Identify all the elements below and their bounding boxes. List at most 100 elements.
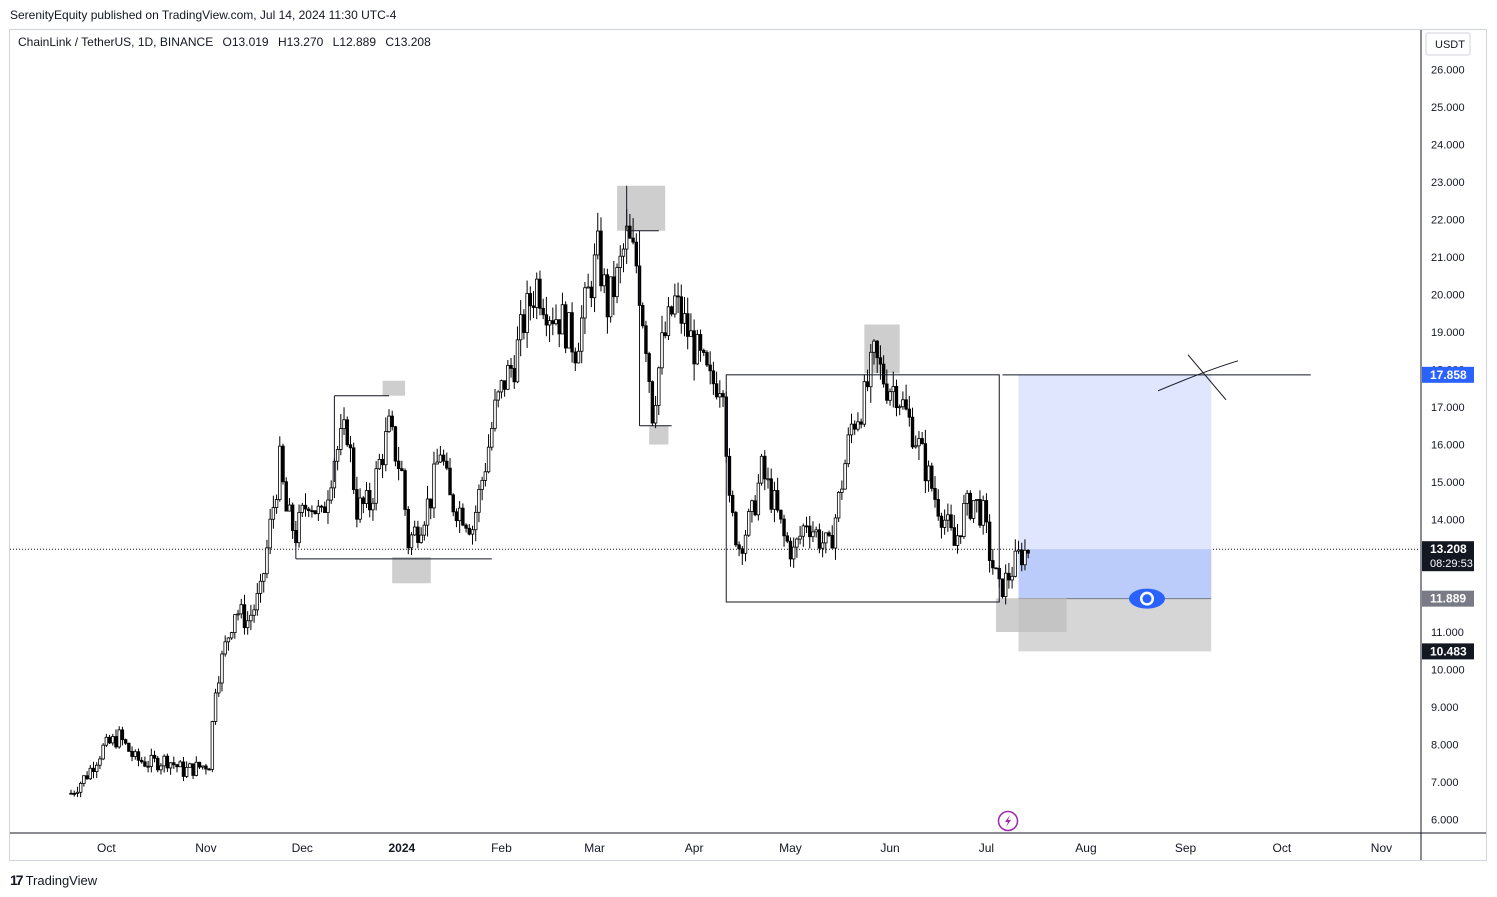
candle[interactable] xyxy=(432,451,436,519)
candle[interactable] xyxy=(631,218,635,245)
candle[interactable] xyxy=(666,296,671,341)
candle[interactable] xyxy=(756,474,761,521)
candle[interactable] xyxy=(1013,539,1018,578)
candle[interactable] xyxy=(396,446,401,481)
tradingview-logo[interactable]: 17 TradingView xyxy=(10,872,97,888)
candle[interactable] xyxy=(1003,564,1008,605)
candle[interactable] xyxy=(878,345,883,380)
candle[interactable] xyxy=(451,493,455,517)
candle[interactable] xyxy=(223,635,227,657)
candle[interactable] xyxy=(515,326,520,384)
candle[interactable] xyxy=(229,631,234,640)
symbol-legend[interactable]: ChainLink / TetherUS, 1D, BINANCE O13.01… xyxy=(18,35,437,49)
candle[interactable] xyxy=(689,313,693,337)
candle[interactable] xyxy=(345,416,349,447)
candle[interactable] xyxy=(946,503,950,532)
candle[interactable] xyxy=(361,496,366,514)
candle[interactable] xyxy=(422,521,427,541)
candle[interactable] xyxy=(991,549,995,575)
candle[interactable] xyxy=(470,525,475,545)
candle[interactable] xyxy=(281,443,285,485)
candle[interactable] xyxy=(618,245,622,284)
candle[interactable] xyxy=(184,761,189,778)
candle[interactable] xyxy=(843,459,847,490)
candle[interactable] xyxy=(975,499,979,513)
candle[interactable] xyxy=(872,339,876,365)
candle[interactable] xyxy=(213,688,218,725)
candle[interactable] xyxy=(711,361,716,395)
candle[interactable] xyxy=(348,435,353,463)
candle[interactable] xyxy=(772,481,777,523)
candle[interactable] xyxy=(217,676,221,697)
candle[interactable] xyxy=(538,270,542,316)
candle[interactable] xyxy=(583,282,587,335)
candle[interactable] xyxy=(544,296,549,337)
candle[interactable] xyxy=(939,512,944,539)
candle[interactable] xyxy=(576,342,581,364)
candle[interactable] xyxy=(833,514,838,560)
candle[interactable] xyxy=(673,283,677,318)
candle[interactable] xyxy=(316,500,321,522)
candle[interactable] xyxy=(962,494,966,539)
candle[interactable] xyxy=(351,442,356,495)
candle[interactable] xyxy=(245,611,250,635)
candle[interactable] xyxy=(252,604,256,623)
candle[interactable] xyxy=(669,305,674,317)
candle[interactable] xyxy=(522,309,526,340)
candle[interactable] xyxy=(168,762,173,775)
candle[interactable] xyxy=(175,763,179,773)
candle[interactable] xyxy=(965,490,969,516)
candle[interactable] xyxy=(698,329,703,362)
candle[interactable] xyxy=(438,445,443,463)
candle[interactable] xyxy=(496,390,500,408)
candle[interactable] xyxy=(313,510,317,515)
candle[interactable] xyxy=(368,482,372,518)
candle[interactable] xyxy=(580,305,584,364)
lightning-icon[interactable] xyxy=(997,810,1019,832)
candle[interactable] xyxy=(608,276,613,323)
candle[interactable] xyxy=(779,509,783,524)
candle[interactable] xyxy=(425,485,430,537)
candle[interactable] xyxy=(888,388,892,406)
candle[interactable] xyxy=(586,273,590,289)
candle[interactable] xyxy=(249,604,253,631)
candle[interactable] xyxy=(615,263,619,304)
candle[interactable] xyxy=(930,462,934,492)
candle[interactable] xyxy=(747,508,751,538)
candle[interactable] xyxy=(875,340,879,373)
candle[interactable] xyxy=(734,510,738,548)
candle[interactable] xyxy=(846,427,850,468)
candle[interactable] xyxy=(284,477,288,512)
candle[interactable] xyxy=(682,297,687,337)
candle[interactable] xyxy=(191,763,195,780)
candle[interactable] xyxy=(239,598,243,619)
candle[interactable] xyxy=(811,521,815,543)
candle[interactable] xyxy=(727,448,732,503)
candle[interactable] xyxy=(518,300,523,357)
candle[interactable] xyxy=(123,738,128,745)
candle[interactable] xyxy=(88,764,92,780)
candle[interactable] xyxy=(759,453,764,486)
candle[interactable] xyxy=(98,755,102,770)
candle[interactable] xyxy=(1010,566,1014,589)
candle[interactable] xyxy=(117,726,121,749)
candle[interactable] xyxy=(384,417,388,472)
candle[interactable] xyxy=(910,407,915,449)
candle[interactable] xyxy=(380,453,385,479)
candle[interactable] xyxy=(477,484,481,523)
candle[interactable] xyxy=(329,480,333,504)
candle[interactable] xyxy=(981,495,985,535)
candle[interactable] xyxy=(650,380,655,426)
candle[interactable] xyxy=(775,477,780,513)
candle[interactable] xyxy=(1000,578,1005,599)
candle[interactable] xyxy=(525,280,529,348)
candle[interactable] xyxy=(647,351,651,393)
candle[interactable] xyxy=(679,284,683,334)
candle[interactable] xyxy=(136,748,141,767)
candle[interactable] xyxy=(127,742,131,752)
candle[interactable] xyxy=(528,286,533,321)
candle[interactable] xyxy=(987,514,992,573)
candle[interactable] xyxy=(95,762,99,779)
candle[interactable] xyxy=(310,505,314,518)
candle[interactable] xyxy=(162,754,166,773)
